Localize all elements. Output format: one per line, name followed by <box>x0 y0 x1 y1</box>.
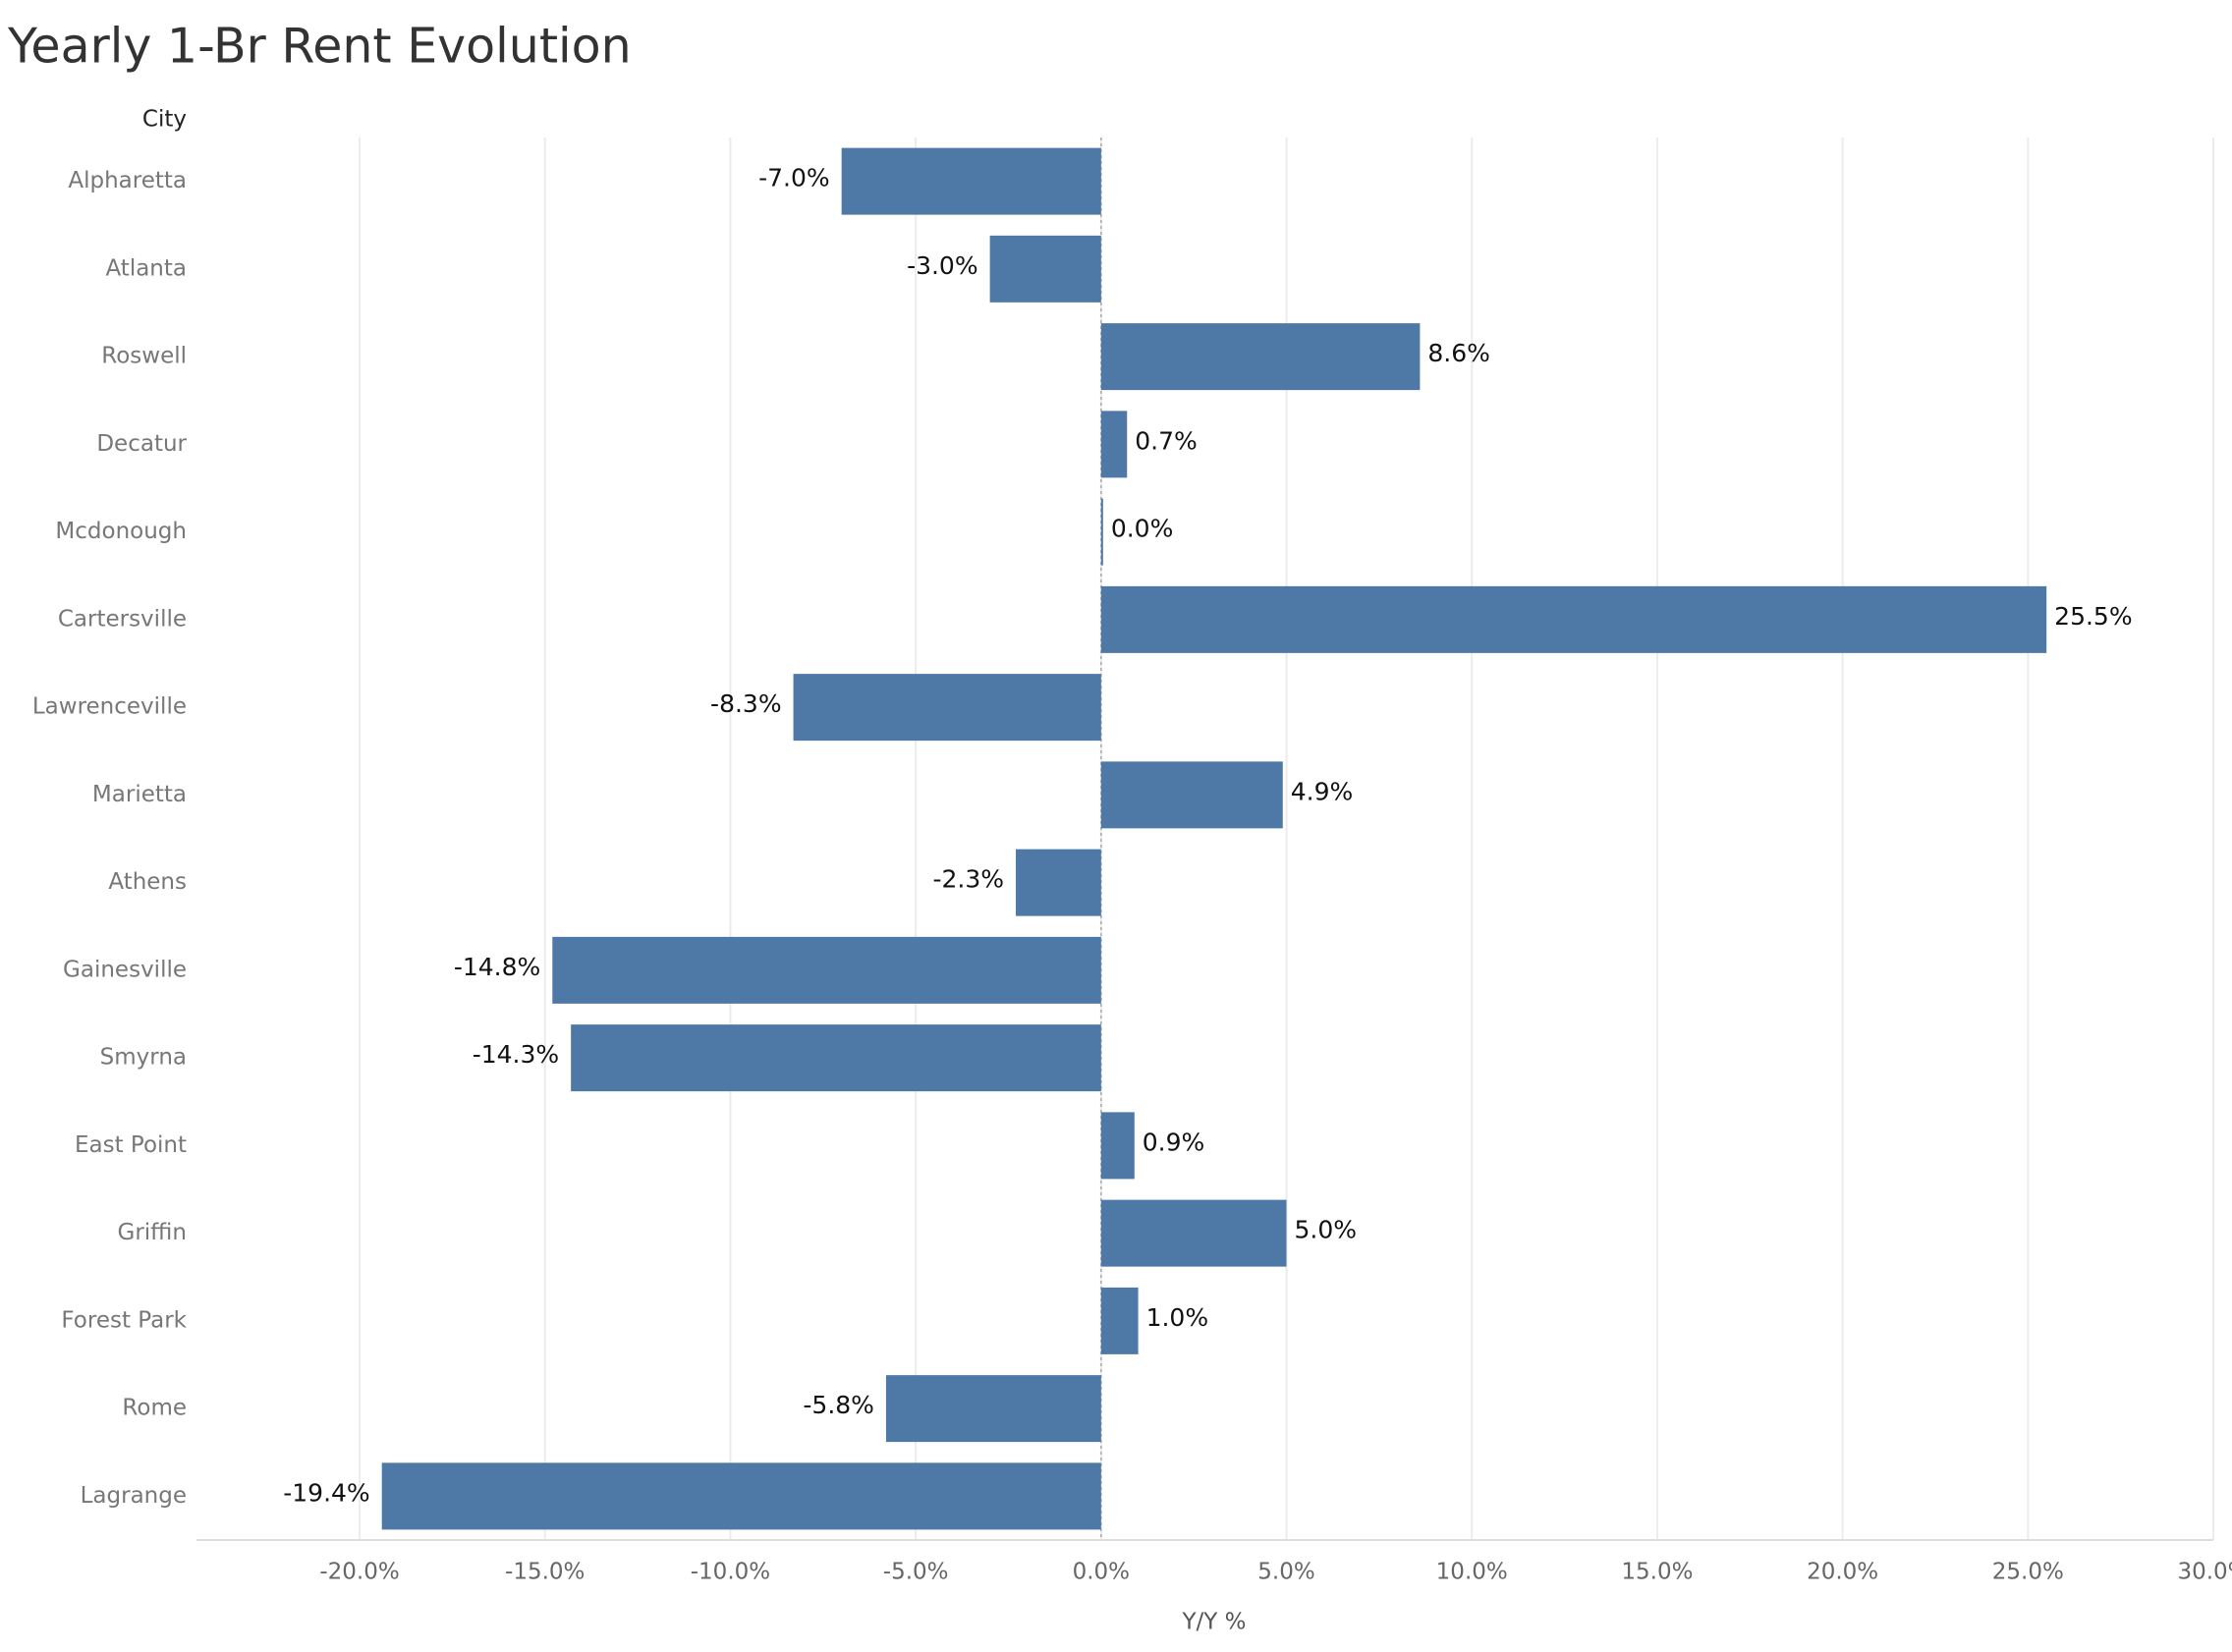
bar <box>1100 1112 1135 1180</box>
x-axis-title: Y/Y % <box>1181 1610 1246 1635</box>
data-label: 4.9% <box>1291 777 1354 805</box>
y-tick-label: Alpharetta <box>68 168 187 193</box>
y-tick-label: Lagrange <box>81 1483 187 1509</box>
x-tick-label: 30.0% <box>2177 1560 2232 1585</box>
data-label: -14.8% <box>454 953 540 981</box>
data-label: 0.7% <box>1135 426 1198 455</box>
data-label: -5.8% <box>803 1391 874 1419</box>
x-tick-label: 20.0% <box>1807 1560 1878 1585</box>
y-tick-label: Athens <box>108 869 187 895</box>
chart-title: Yearly 1-Br Rent Evolution <box>7 19 632 75</box>
data-label: -14.3% <box>473 1040 559 1069</box>
data-label: -2.3% <box>932 865 1004 894</box>
data-label: 0.0% <box>1111 515 1174 543</box>
bar <box>1016 849 1101 916</box>
bar <box>571 1024 1101 1092</box>
bar <box>989 235 1101 303</box>
x-tick-label: 10.0% <box>1436 1560 1508 1585</box>
y-tick-label: Griffin <box>118 1220 187 1245</box>
y-tick-label: East Point <box>75 1132 187 1158</box>
bar <box>841 147 1101 215</box>
y-tick-label: Cartersville <box>58 606 187 632</box>
bar <box>552 936 1101 1004</box>
y-tick-label: Forest Park <box>61 1307 187 1333</box>
data-label: 5.0% <box>1295 1216 1358 1244</box>
bar <box>1100 1199 1287 1267</box>
x-tick-label: -10.0% <box>691 1560 770 1585</box>
data-label: 1.0% <box>1146 1303 1209 1332</box>
y-axis-title: City <box>142 107 187 133</box>
data-label: -3.0% <box>907 251 978 280</box>
data-label: -19.4% <box>283 1478 369 1507</box>
x-tick-label: 0.0% <box>1073 1560 1130 1585</box>
x-tick-label: -20.0% <box>319 1560 399 1585</box>
x-tick-label: -15.0% <box>505 1560 585 1585</box>
bar <box>1100 498 1103 566</box>
x-tick-label: -5.0% <box>883 1560 949 1585</box>
bar <box>1100 1287 1139 1354</box>
y-tick-label: Marietta <box>92 782 187 807</box>
data-label: -7.0% <box>758 164 830 193</box>
data-label: 25.5% <box>2054 602 2132 631</box>
data-label: 8.6% <box>1427 339 1490 367</box>
bar <box>1100 411 1128 478</box>
data-label: 0.9% <box>1143 1128 1205 1156</box>
x-tick-label: 15.0% <box>1621 1560 1693 1585</box>
y-tick-label: Lawrenceville <box>32 694 187 720</box>
bar <box>1100 761 1283 829</box>
bar <box>885 1375 1101 1443</box>
x-tick-label: 25.0% <box>1992 1560 2064 1585</box>
bar <box>793 674 1101 742</box>
y-tick-label: Atlanta <box>105 255 187 281</box>
y-tick-label: Roswell <box>101 344 187 369</box>
x-tick-label: 5.0% <box>1257 1560 1314 1585</box>
y-tick-label: Mcdonough <box>55 519 187 544</box>
bar <box>381 1462 1101 1530</box>
y-tick-label: Smyrna <box>100 1045 187 1071</box>
bar <box>1100 585 2047 653</box>
bar <box>1100 323 1421 391</box>
y-tick-label: Decatur <box>96 431 187 457</box>
y-tick-label: Gainesville <box>63 957 187 982</box>
y-tick-label: Rome <box>122 1396 187 1421</box>
data-label: -8.3% <box>710 689 782 718</box>
